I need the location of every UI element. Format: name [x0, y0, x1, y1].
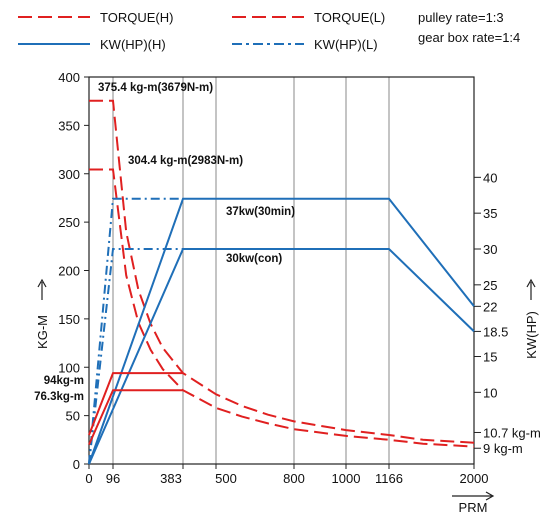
- data-annotation: 37kw(30min): [226, 206, 295, 218]
- y-left-tick-label: 50: [66, 409, 80, 424]
- chart-grid: [112, 77, 475, 464]
- y-left-tick-label: 100: [58, 360, 80, 375]
- y-left-arrow: [37, 278, 47, 300]
- y-right-tick-label: 30: [483, 242, 497, 257]
- x-tick-label: 383: [160, 471, 182, 486]
- x-tick-label: 1166: [375, 471, 403, 486]
- y-right-tick-label: 22: [483, 299, 497, 314]
- chart-annotations: 375.4 kg-m(3679N-m) 304.4 kg-m(2983N-m) 37…: [34, 82, 295, 403]
- x-tick-label: 500: [215, 471, 237, 486]
- y-left-tick-label: 0: [73, 457, 80, 472]
- chart-notes: pulley rate=1:3 gear box rate=1:4: [418, 10, 520, 45]
- y-left-tick-label: 200: [58, 264, 80, 279]
- y-left-tick-label: 350: [58, 118, 80, 133]
- y-left-tick-label: 400: [58, 70, 80, 85]
- y-right-tick-label: 25: [483, 278, 497, 293]
- series-line: [89, 99, 475, 444]
- x-tick-label: 800: [283, 471, 305, 486]
- y-right-tick-label: 40: [483, 170, 497, 185]
- y-right-tick-label: 9 kg-m: [483, 441, 523, 456]
- legend-label: TORQUE(H): [100, 10, 173, 25]
- legend-label: TORQUE(L): [314, 10, 385, 25]
- y-left-tick-label: 300: [58, 167, 80, 182]
- x-tick-label: 0: [85, 471, 92, 486]
- y-right-tick-label: 10.7 kg-m: [483, 425, 541, 440]
- series-line: [88, 197, 183, 465]
- series-line: [88, 372, 183, 436]
- legend-label: KW(HP)(H): [100, 37, 166, 52]
- x-tick-label: 1000: [332, 471, 361, 486]
- series-line: [88, 248, 183, 465]
- x-axis-arrow: [452, 491, 495, 501]
- y-right-tick-label: 18.5: [483, 324, 508, 339]
- data-annotation: 375.4 kg-m(3679N-m): [98, 82, 213, 94]
- y-left-tick-label: 150: [58, 312, 80, 327]
- y-left-axis-title: KG-M: [35, 315, 50, 349]
- series-line: [89, 168, 475, 448]
- plot-frame: [88, 76, 475, 465]
- y-right-tick-label: 15: [483, 350, 497, 365]
- y-right-axis-title: KW(HP): [524, 311, 539, 359]
- series-line: [88, 197, 475, 465]
- y-right-arrow: [526, 278, 536, 300]
- data-annotation: 30kw(con): [226, 253, 282, 265]
- data-annotation: 76.3kg-m: [34, 391, 84, 403]
- data-annotation: 94kg-m: [44, 375, 84, 387]
- legend-label: KW(HP)(L): [314, 37, 378, 52]
- series-line: [88, 389, 183, 446]
- x-tick-label: 2000: [460, 471, 489, 486]
- chart-legend: TORQUE(H) TORQUE(L) KW(HP)(H) KW(HP)(L): [18, 10, 385, 52]
- y-right-tick-label: 10: [483, 385, 497, 400]
- x-axis-title: PRM: [459, 500, 488, 515]
- data-annotation: 304.4 kg-m(2983N-m): [128, 155, 243, 167]
- chart-note: gear box rate=1:4: [418, 30, 520, 45]
- chart-series: [88, 99, 475, 465]
- chart-axes: 050100150200250300350400403530252218.515…: [35, 70, 541, 515]
- y-left-tick-label: 250: [58, 215, 80, 230]
- y-right-tick-label: 35: [483, 206, 497, 221]
- series-line: [88, 248, 475, 465]
- x-tick-label: 96: [106, 471, 120, 486]
- chart-note: pulley rate=1:3: [418, 10, 504, 25]
